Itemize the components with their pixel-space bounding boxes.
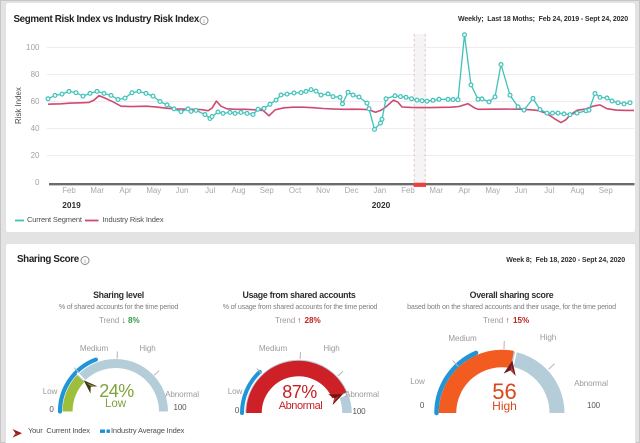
svg-text:i: i [203,18,205,25]
svg-text:i: i [84,258,86,265]
